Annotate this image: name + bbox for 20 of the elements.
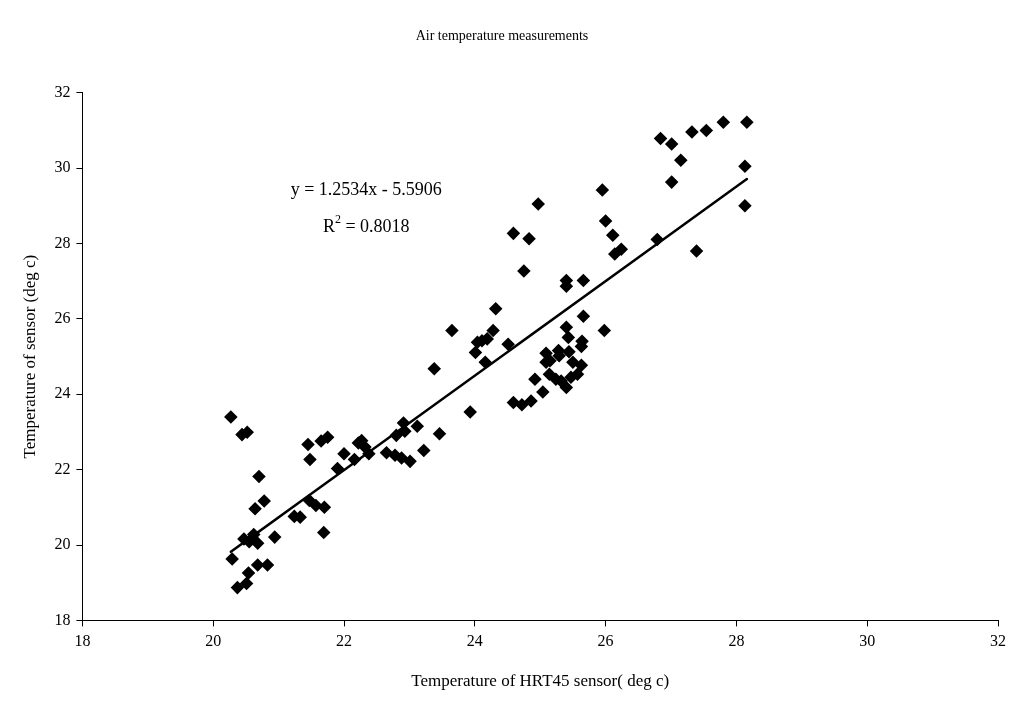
- y-tick-label: 24: [54, 384, 71, 402]
- x-axis-title: Temperature of HRT45 sensor( deg c): [411, 671, 670, 691]
- y-tick-label: 22: [54, 459, 71, 477]
- chart-title: Air temperature measurements: [415, 28, 589, 44]
- y-tick-label: 28: [54, 233, 71, 251]
- annotation: y = 1.2534x - 5.5906: [290, 179, 442, 200]
- y-tick-label: 30: [54, 158, 71, 176]
- y-tick-label: 26: [54, 309, 71, 327]
- x-tick-label: 24: [466, 632, 483, 650]
- x-tick-label: 18: [74, 632, 91, 650]
- x-tick-label: 26: [597, 632, 614, 650]
- y-axis-title: Temperature of sensor (deg c): [19, 254, 39, 459]
- x-tick-label: 28: [728, 632, 745, 650]
- x-tick-label: 22: [336, 632, 352, 650]
- x-tick-label: 32: [990, 632, 1006, 650]
- x-tick-label: 20: [205, 632, 222, 650]
- y-tick-label: 32: [54, 83, 71, 100]
- y-tick-label: 20: [54, 535, 71, 553]
- y-tick-label: 18: [54, 610, 71, 628]
- x-tick-label: 30: [859, 632, 876, 650]
